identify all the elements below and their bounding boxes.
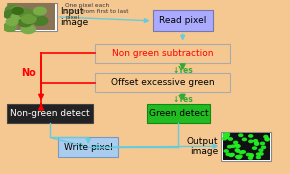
Circle shape xyxy=(253,147,257,149)
Circle shape xyxy=(260,142,264,145)
Circle shape xyxy=(236,145,240,147)
Text: Non-green detect: Non-green detect xyxy=(10,109,89,118)
Circle shape xyxy=(256,156,260,159)
Text: ↓Yes: ↓Yes xyxy=(172,95,193,104)
Text: No: No xyxy=(21,68,36,78)
Circle shape xyxy=(18,18,32,27)
Circle shape xyxy=(235,149,239,151)
Circle shape xyxy=(249,135,253,137)
Circle shape xyxy=(3,10,18,19)
Circle shape xyxy=(32,10,42,16)
FancyBboxPatch shape xyxy=(153,10,213,31)
Circle shape xyxy=(21,17,32,24)
Circle shape xyxy=(18,9,32,17)
Circle shape xyxy=(225,136,229,139)
Circle shape xyxy=(230,153,234,156)
Circle shape xyxy=(224,150,228,152)
Text: One pixel each
Start from first to last
pixel: One pixel each Start from first to last … xyxy=(65,3,129,20)
Circle shape xyxy=(234,141,238,144)
Circle shape xyxy=(223,133,227,136)
Text: Offset excessive green: Offset excessive green xyxy=(111,78,215,87)
Circle shape xyxy=(249,140,253,143)
Circle shape xyxy=(265,138,269,140)
Circle shape xyxy=(21,15,36,23)
Circle shape xyxy=(242,138,246,141)
Circle shape xyxy=(249,155,253,157)
Circle shape xyxy=(12,6,23,13)
Text: Input
image: Input image xyxy=(60,7,88,27)
Circle shape xyxy=(256,153,260,155)
FancyBboxPatch shape xyxy=(7,104,93,123)
Circle shape xyxy=(236,156,240,158)
FancyBboxPatch shape xyxy=(95,44,230,63)
Circle shape xyxy=(259,149,263,151)
Circle shape xyxy=(222,137,226,140)
Circle shape xyxy=(34,7,46,15)
Circle shape xyxy=(235,144,239,147)
Circle shape xyxy=(6,18,18,25)
Circle shape xyxy=(265,139,269,141)
Circle shape xyxy=(5,5,21,15)
Circle shape xyxy=(226,133,229,136)
FancyBboxPatch shape xyxy=(7,3,57,31)
Circle shape xyxy=(12,7,23,14)
Circle shape xyxy=(26,19,34,24)
FancyBboxPatch shape xyxy=(58,137,118,157)
Text: Non green subtraction: Non green subtraction xyxy=(112,49,213,58)
Text: Read pixel: Read pixel xyxy=(159,16,206,25)
Circle shape xyxy=(241,151,245,153)
FancyBboxPatch shape xyxy=(223,133,270,160)
Circle shape xyxy=(11,13,26,22)
Circle shape xyxy=(249,157,253,159)
Circle shape xyxy=(18,12,29,18)
Circle shape xyxy=(237,156,241,159)
Text: Write pixel: Write pixel xyxy=(64,143,113,152)
Circle shape xyxy=(231,145,235,147)
Circle shape xyxy=(255,142,259,144)
FancyBboxPatch shape xyxy=(221,132,271,161)
Circle shape xyxy=(18,16,30,23)
FancyBboxPatch shape xyxy=(147,104,210,123)
Circle shape xyxy=(259,153,263,155)
FancyBboxPatch shape xyxy=(8,3,55,30)
Text: Green detect: Green detect xyxy=(148,109,208,118)
Circle shape xyxy=(239,134,243,136)
Circle shape xyxy=(246,153,251,156)
Text: Output
image: Output image xyxy=(187,137,218,156)
Circle shape xyxy=(236,150,240,152)
Circle shape xyxy=(262,146,266,149)
FancyBboxPatch shape xyxy=(95,73,230,92)
Circle shape xyxy=(225,134,229,136)
Circle shape xyxy=(255,143,259,145)
Text: ↓Yes: ↓Yes xyxy=(172,66,193,75)
Circle shape xyxy=(3,23,17,31)
Circle shape xyxy=(226,153,230,156)
Circle shape xyxy=(33,16,48,25)
Circle shape xyxy=(264,135,268,138)
Circle shape xyxy=(238,155,242,157)
Circle shape xyxy=(228,145,232,148)
Circle shape xyxy=(229,154,233,156)
Circle shape xyxy=(240,151,243,154)
Circle shape xyxy=(229,138,233,140)
Circle shape xyxy=(236,145,240,147)
Circle shape xyxy=(21,25,35,34)
Circle shape xyxy=(253,140,258,142)
Circle shape xyxy=(249,154,253,156)
Circle shape xyxy=(224,135,228,137)
